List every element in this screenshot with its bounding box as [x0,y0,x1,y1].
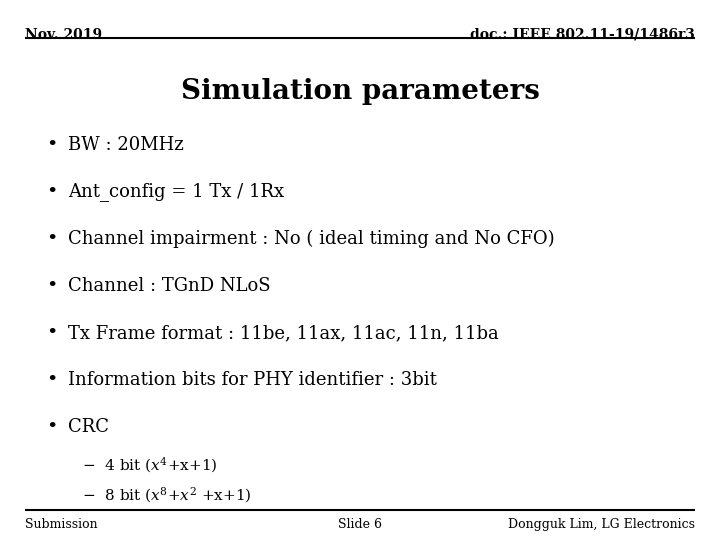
Text: $-$  8 bit ($x^8$+$x^2$ +x+1): $-$ 8 bit ($x^8$+$x^2$ +x+1) [82,485,252,505]
Text: $-$  4 bit ($x^4$+x+1): $-$ 4 bit ($x^4$+x+1) [82,455,217,475]
Text: •: • [46,418,58,436]
Text: Ant_config = 1 Tx / 1Rx: Ant_config = 1 Tx / 1Rx [68,183,284,201]
Text: Dongguk Lim, LG Electronics: Dongguk Lim, LG Electronics [508,518,695,531]
Text: doc.: IEEE 802.11-19/1486r3: doc.: IEEE 802.11-19/1486r3 [470,28,695,42]
Text: •: • [46,136,58,154]
Text: Simulation parameters: Simulation parameters [181,78,539,105]
Text: Nov. 2019: Nov. 2019 [25,28,102,42]
Text: •: • [46,230,58,248]
Text: Channel : TGnD NLoS: Channel : TGnD NLoS [68,277,271,295]
Text: BW : 20MHz: BW : 20MHz [68,136,184,154]
Text: •: • [46,277,58,295]
Text: CRC: CRC [68,418,109,436]
Text: Submission: Submission [25,518,98,531]
Text: •: • [46,371,58,389]
Text: Channel impairment : No ( ideal timing and No CFO): Channel impairment : No ( ideal timing a… [68,230,554,248]
Text: •: • [46,183,58,201]
Text: Information bits for PHY identifier : 3bit: Information bits for PHY identifier : 3b… [68,371,437,389]
Text: Slide 6: Slide 6 [338,518,382,531]
Text: Tx Frame format : 11be, 11ax, 11ac, 11n, 11ba: Tx Frame format : 11be, 11ax, 11ac, 11n,… [68,324,499,342]
Text: •: • [46,324,58,342]
